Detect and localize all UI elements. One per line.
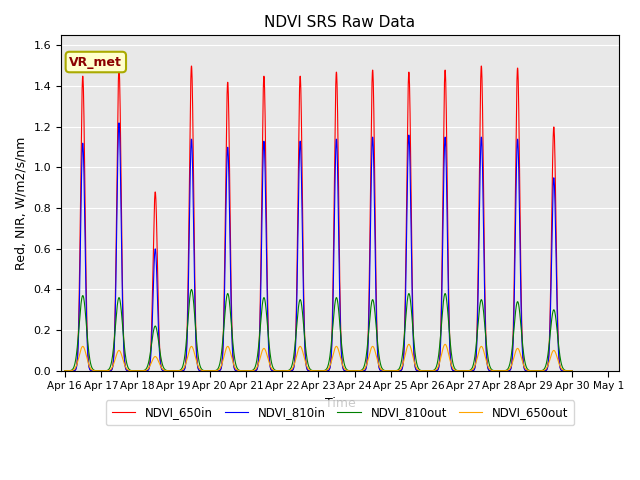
NDVI_650in — [250, 368, 257, 373]
NDVI_650in — [368, 88, 376, 94]
NDVI_650out — [290, 363, 298, 369]
NDVI_810in — [568, 368, 576, 373]
NDVI_810out — [565, 368, 573, 373]
NDVI_810in — [250, 368, 257, 373]
NDVI_650out — [133, 368, 141, 373]
Line: NDVI_650out: NDVI_650out — [65, 344, 572, 371]
NDVI_810out — [568, 368, 576, 373]
NDVI_810out — [290, 353, 298, 359]
NDVI_810in — [368, 150, 376, 156]
NDVI_650out — [61, 368, 68, 373]
NDVI_650out — [461, 368, 468, 373]
NDVI_650out — [368, 345, 376, 350]
Y-axis label: Red, NIR, W/m2/s/nm: Red, NIR, W/m2/s/nm — [15, 136, 28, 270]
NDVI_810in — [61, 368, 68, 373]
NDVI_810in — [479, 157, 486, 163]
Title: NDVI SRS Raw Data: NDVI SRS Raw Data — [264, 15, 415, 30]
Legend: NDVI_650in, NDVI_810in, NDVI_810out, NDVI_650out: NDVI_650in, NDVI_810in, NDVI_810out, NDV… — [106, 400, 574, 425]
NDVI_810in — [461, 368, 468, 373]
NDVI_650in — [479, 94, 486, 99]
NDVI_650in — [565, 368, 573, 373]
NDVI_650in — [568, 368, 576, 373]
NDVI_650in — [188, 63, 195, 69]
Line: NDVI_810out: NDVI_810out — [65, 289, 572, 371]
NDVI_650in — [290, 364, 298, 370]
NDVI_810out — [250, 367, 257, 372]
NDVI_650out — [568, 368, 576, 373]
NDVI_650out — [479, 345, 486, 350]
Line: NDVI_650in: NDVI_650in — [65, 66, 572, 371]
NDVI_810out — [368, 299, 376, 304]
NDVI_810out — [188, 287, 195, 292]
NDVI_650in — [61, 368, 68, 373]
NDVI_650out — [405, 341, 413, 347]
NDVI_650in — [461, 368, 468, 373]
NDVI_650out — [565, 368, 573, 373]
NDVI_810out — [479, 300, 486, 305]
NDVI_650out — [250, 368, 257, 373]
NDVI_810out — [133, 368, 141, 373]
NDVI_810in — [565, 368, 573, 373]
Text: VR_met: VR_met — [69, 56, 122, 69]
X-axis label: Time: Time — [324, 397, 355, 410]
NDVI_810out — [461, 368, 468, 373]
NDVI_810in — [133, 368, 141, 373]
NDVI_810in — [290, 365, 298, 371]
NDVI_650in — [133, 368, 141, 373]
NDVI_810out — [61, 368, 68, 373]
Line: NDVI_810in: NDVI_810in — [65, 123, 572, 371]
NDVI_810in — [115, 120, 123, 126]
